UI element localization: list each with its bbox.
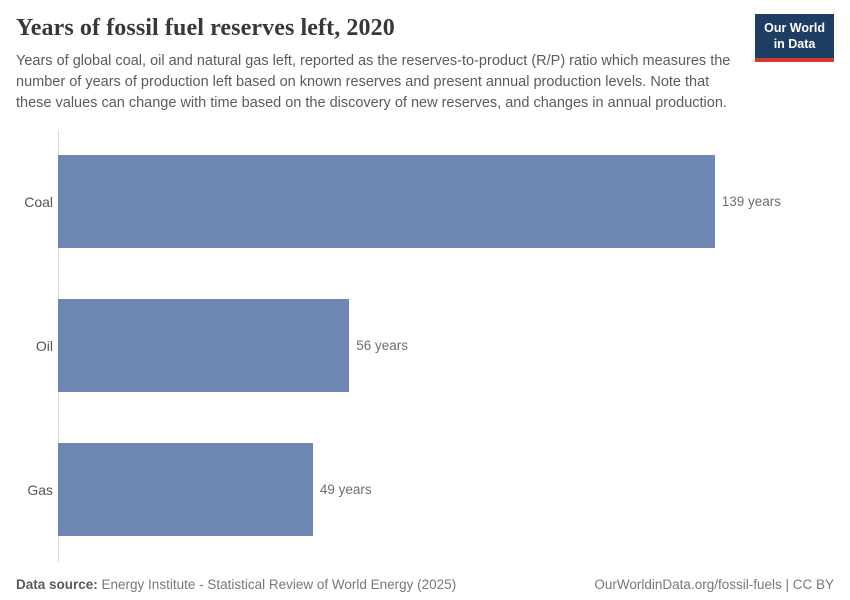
bar-chart: Coal 139 years Oil 56 years Gas 49 years xyxy=(16,130,834,563)
chart-subtitle: Years of global coal, oil and natural ga… xyxy=(16,52,731,111)
chart-title: Years of fossil fuel reserves left, 2020 xyxy=(16,15,395,41)
chart-header: Years of fossil fuel reserves left, 2020… xyxy=(16,14,834,113)
category-label: Coal xyxy=(24,193,53,210)
bar-gas[interactable] xyxy=(58,443,313,537)
owid-logo-line2: in Data xyxy=(773,36,816,51)
bar-track: 56 years xyxy=(58,299,781,393)
data-source-text: Energy Institute - Statistical Review of… xyxy=(97,577,457,593)
license-note: OurWorldinData.org/fossil-fuels | CC BY xyxy=(594,577,834,593)
owid-logo-line1: Our World xyxy=(764,21,825,35)
owid-logo: Our World in Data xyxy=(755,14,834,63)
value-label: 49 years xyxy=(319,482,372,498)
chart-row: Gas 49 years xyxy=(16,443,834,537)
value-label: 139 years xyxy=(721,194,781,210)
category-label: Gas xyxy=(27,481,53,498)
title-block: Years of fossil fuel reserves left, 2020… xyxy=(16,14,743,113)
bar-track: 139 years xyxy=(58,155,781,249)
value-label: 56 years xyxy=(356,338,409,354)
bar-coal[interactable] xyxy=(58,155,715,249)
chart-row: Coal 139 years xyxy=(16,155,834,249)
data-source-label: Data source: xyxy=(16,577,98,593)
data-source-note: Data source: Energy Institute - Statisti… xyxy=(16,577,456,592)
chart-row: Oil 56 years xyxy=(16,299,834,393)
chart-footer: Data source: Energy Institute - Statisti… xyxy=(16,577,834,592)
bar-oil[interactable] xyxy=(58,299,350,393)
category-label: Oil xyxy=(35,337,53,354)
bar-track: 49 years xyxy=(58,443,781,537)
